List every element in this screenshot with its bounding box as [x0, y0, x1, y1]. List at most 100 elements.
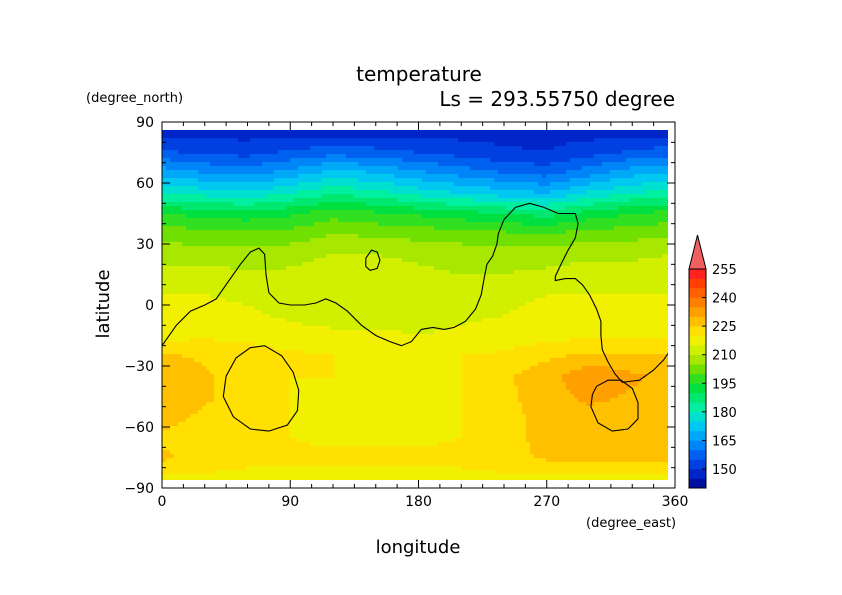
- heatmap-cell: [434, 218, 439, 223]
- heatmap-cell: [658, 170, 663, 175]
- heatmap-cell: [226, 234, 231, 239]
- heatmap-cell: [470, 246, 475, 251]
- heatmap-cell: [362, 222, 367, 227]
- heatmap-cell: [398, 242, 403, 247]
- heatmap-cell: [406, 262, 411, 267]
- heatmap-cell: [162, 254, 167, 259]
- heatmap-cell: [638, 170, 643, 175]
- heatmap-cell: [574, 166, 579, 171]
- heatmap-cell: [578, 166, 583, 171]
- heatmap-cell: [494, 182, 499, 187]
- heatmap-cell: [274, 250, 279, 255]
- heatmap-cell: [450, 270, 455, 275]
- heatmap-cell: [510, 234, 515, 239]
- heatmap-cell: [422, 146, 427, 151]
- heatmap-cell: [482, 142, 487, 147]
- heatmap-cell: [178, 254, 183, 259]
- heatmap-cell: [506, 138, 511, 143]
- heatmap-cell: [258, 146, 263, 151]
- heatmap-cell: [374, 206, 379, 211]
- heatmap-cell: [510, 158, 515, 163]
- heatmap-cell: [226, 238, 231, 243]
- heatmap-cell: [530, 142, 535, 147]
- heatmap-cell: [314, 178, 319, 183]
- heatmap-cell: [302, 178, 307, 183]
- heatmap-cell: [174, 238, 179, 243]
- heatmap-cell: [446, 258, 451, 263]
- heatmap-cell: [438, 234, 443, 239]
- heatmap-cell: [322, 138, 327, 143]
- heatmap-cell: [182, 142, 187, 147]
- heatmap-cell: [210, 238, 215, 243]
- heatmap-cell: [534, 150, 539, 155]
- heatmap-cell: [382, 194, 387, 199]
- heatmap-cell: [402, 182, 407, 187]
- heatmap-cell: [458, 130, 463, 135]
- heatmap-cell: [226, 190, 231, 195]
- heatmap-cell: [406, 154, 411, 159]
- heatmap-cell: [666, 278, 668, 283]
- heatmap-cell: [590, 238, 595, 243]
- heatmap-cell: [242, 190, 247, 195]
- heatmap-cell: [482, 146, 487, 151]
- heatmap-cell: [466, 230, 471, 235]
- heatmap-cell: [298, 158, 303, 163]
- heatmap-cell: [578, 258, 583, 263]
- heatmap-cell: [518, 166, 523, 171]
- heatmap-cell: [538, 250, 543, 255]
- heatmap-cell: [514, 270, 519, 275]
- heatmap-cell: [346, 250, 351, 255]
- heatmap-cell: [250, 210, 255, 215]
- heatmap-cell: [430, 206, 435, 211]
- heatmap-cell: [306, 266, 311, 271]
- heatmap-cell: [306, 242, 311, 247]
- heatmap-cell: [534, 182, 539, 187]
- heatmap-cell: [478, 198, 483, 203]
- heatmap-cell: [378, 190, 383, 195]
- heatmap-cell: [462, 262, 467, 267]
- heatmap-cell: [166, 190, 171, 195]
- heatmap-cell: [458, 230, 463, 235]
- heatmap-cell: [294, 210, 299, 215]
- heatmap-cell: [530, 242, 535, 247]
- heatmap-cell: [606, 134, 611, 139]
- heatmap-cell: [602, 226, 607, 231]
- heatmap-cell: [430, 142, 435, 147]
- heatmap-cell: [510, 258, 515, 263]
- heatmap-cell: [282, 266, 287, 271]
- heatmap-cell: [214, 274, 219, 279]
- heatmap-cell: [526, 146, 531, 151]
- heatmap-cell: [470, 162, 475, 167]
- heatmap-cell: [362, 146, 367, 151]
- heatmap-cell: [502, 270, 507, 275]
- heatmap-cell: [658, 146, 663, 151]
- heatmap-cell: [198, 186, 203, 191]
- heatmap-cell: [262, 262, 267, 267]
- heatmap-cell: [518, 282, 523, 287]
- heatmap-cell: [626, 154, 631, 159]
- heatmap-cell: [290, 162, 295, 167]
- heatmap-cell: [570, 190, 575, 195]
- heatmap-cell: [434, 278, 439, 283]
- heatmap-cell: [314, 242, 319, 247]
- heatmap-cell: [234, 178, 239, 183]
- heatmap-cell: [378, 174, 383, 179]
- heatmap-cell: [230, 170, 235, 175]
- heatmap-cell: [666, 130, 668, 135]
- heatmap-cell: [162, 202, 167, 207]
- heatmap-cell: [374, 150, 379, 155]
- heatmap-cell: [162, 266, 167, 271]
- heatmap-cell: [294, 254, 299, 259]
- heatmap-cell: [402, 222, 407, 227]
- heatmap-cell: [178, 206, 183, 211]
- heatmap-cell: [466, 130, 471, 135]
- heatmap-cell: [454, 174, 459, 179]
- heatmap-cell: [530, 134, 535, 139]
- heatmap-cell: [370, 158, 375, 163]
- heatmap-cell: [530, 150, 535, 155]
- heatmap-cell: [602, 242, 607, 247]
- heatmap-cell: [598, 190, 603, 195]
- heatmap-cell: [642, 226, 647, 231]
- heatmap-cell: [170, 158, 175, 163]
- heatmap-cell: [538, 154, 543, 159]
